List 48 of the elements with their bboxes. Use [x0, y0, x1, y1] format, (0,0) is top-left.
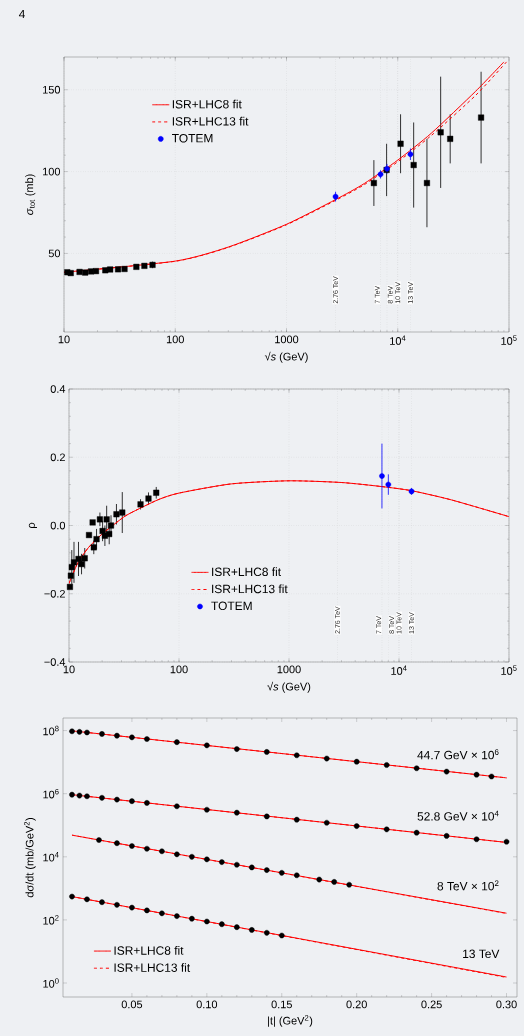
annotation: 8 TeV × 10$^{2}$ — [437, 880, 499, 891]
legend-label: ISR+LHC8 fit — [212, 567, 281, 577]
y-axis-title: σ$_{tot}$ (mb) — [25, 174, 36, 215]
y-tick-label: 150 — [43, 85, 61, 94]
y-tick-label: 10$^{4}$ — [43, 852, 59, 862]
x-tick-label: 10$^{4}$ — [391, 665, 407, 675]
legend-label: ISR+LHC13 fit — [114, 963, 191, 972]
y-tick-label: 50 — [48, 249, 61, 258]
x-tick-label: 10 — [58, 335, 70, 344]
x-tick-label: 0.15 — [271, 1000, 292, 1009]
y-axis-title: dσ/dt (mb/GeV$^{2}$) — [24, 818, 36, 898]
x-tick-label: 0.30 — [496, 1000, 517, 1009]
y-tick-label: 10$^{6}$ — [43, 788, 59, 799]
legend-label: ISR+LHC13 fit — [172, 116, 249, 126]
x-tick-label: 10$^{5}$ — [501, 665, 517, 675]
y-tick-label: 0.0 — [50, 521, 66, 530]
y-tick-label: 0.4 — [50, 385, 66, 393]
y-tick-label: 0.2 — [50, 453, 65, 462]
y-tick-label: 100 — [43, 167, 61, 176]
annotation: 13 TeV — [463, 949, 500, 958]
y-tick-label: 10$^{0}$ — [43, 978, 59, 988]
x-tick-label: 10$^{5}$ — [501, 335, 517, 345]
x-tick-label: 10$^{4}$ — [390, 335, 406, 345]
x-tick-label: 0.10 — [196, 1000, 218, 1009]
x-tick-label: 1000 — [275, 335, 299, 344]
y-tick-label: −0.2 — [44, 589, 65, 598]
x-axis-title: |t| (GeV$^{2}$) — [268, 1015, 313, 1027]
x-tick-label: 100 — [166, 335, 184, 344]
x-axis-title: √s (GeV) — [267, 681, 311, 693]
legend-label: TOTEM — [211, 601, 252, 611]
text: 4 — [18, 9, 25, 19]
legend-label: ISR+LHC13 fit — [212, 584, 288, 594]
legend-label: ISR+LHC8 fit — [114, 946, 184, 955]
x-tick-label: 10 — [63, 665, 75, 674]
y-tick-label: 10$^{2}$ — [43, 915, 59, 925]
y-tick-label: 10$^{8}$ — [43, 725, 59, 736]
x-tick-label: 1000 — [277, 665, 301, 674]
x-tick-label: 0.20 — [346, 1000, 367, 1009]
legend-label: ISR+LHC8 fit — [172, 99, 242, 109]
x-tick-label: 0.25 — [421, 1000, 442, 1009]
x-axis-title: √s (GeV) — [264, 351, 308, 363]
annotation: 44.7 GeV × 10$^{6}$ — [417, 749, 499, 760]
x-tick-label: 100 — [170, 665, 188, 674]
legend-label: TOTEM — [172, 133, 213, 143]
x-tick-label: 0.05 — [121, 1000, 143, 1009]
y-axis-title: ρ — [28, 522, 37, 528]
y-tick-label: −0.4 — [44, 658, 66, 666]
annotation: 52.8 GeV × 10$^{4}$ — [417, 810, 499, 821]
